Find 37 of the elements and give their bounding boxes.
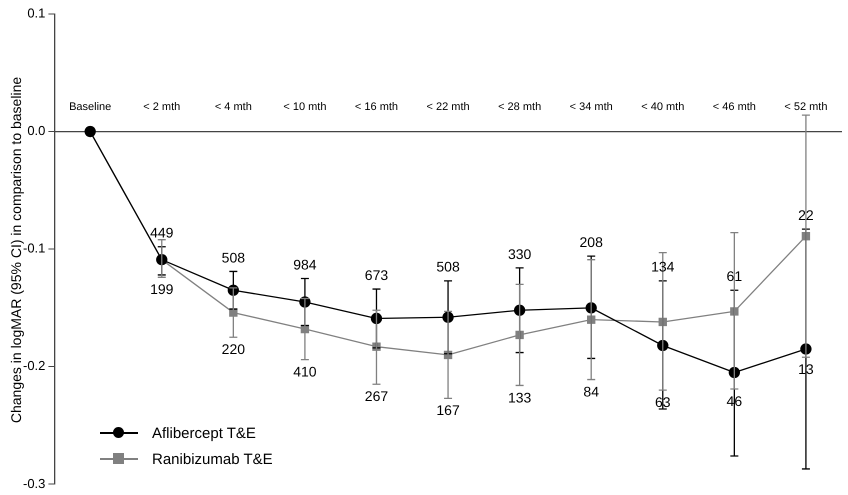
annotation: 410 bbox=[293, 363, 317, 380]
y-axis-title: Changes in logMAR (95% CI) in comparison to baseline bbox=[8, 76, 24, 424]
annotation: 167 bbox=[436, 402, 460, 418]
annotation: 673 bbox=[364, 266, 388, 283]
x-tick-label: < 16 mth bbox=[354, 101, 398, 114]
y-tick-label: 0.1 bbox=[27, 6, 46, 21]
annotation: 220 bbox=[222, 341, 246, 358]
annotation: 61 bbox=[726, 268, 742, 284]
annotation: 330 bbox=[508, 246, 532, 262]
y-tick-label: -0.1 bbox=[22, 240, 46, 256]
annotation: 449 bbox=[150, 224, 174, 241]
point bbox=[802, 232, 810, 240]
annotation: 267 bbox=[364, 388, 388, 404]
x-tick-label: < 28 mth bbox=[498, 101, 542, 114]
y-tick-label: -0.2 bbox=[22, 358, 46, 374]
annotation: 208 bbox=[580, 234, 604, 250]
legend-label: Aflibercept T&E bbox=[152, 424, 256, 442]
x-tick-label: < 2 mth bbox=[143, 101, 180, 114]
x-tick-label: < 46 mth bbox=[712, 101, 756, 114]
x-tick-label: < 4 mth bbox=[214, 101, 252, 114]
y-tick-label: -0.3 bbox=[22, 476, 46, 491]
annotation: 984 bbox=[293, 256, 317, 272]
annotation: 133 bbox=[508, 389, 532, 406]
x-tick-label: < 34 mth bbox=[570, 101, 613, 114]
y-tick-label: 0.0 bbox=[27, 123, 46, 138]
x-tick-label: < 10 mth bbox=[283, 101, 326, 114]
annotation: 508 bbox=[222, 249, 246, 266]
annotation: 22 bbox=[798, 206, 814, 223]
annotation: 199 bbox=[150, 281, 174, 298]
annotation: 84 bbox=[583, 383, 600, 400]
annotation: 508 bbox=[436, 258, 460, 275]
x-tick-label: < 52 mth bbox=[784, 101, 828, 114]
x-tick-label: < 22 mth bbox=[426, 101, 470, 114]
x-tick-label: < 40 mth bbox=[641, 101, 684, 114]
x-tick-label: Baseline bbox=[69, 101, 112, 114]
annotation: 134 bbox=[651, 258, 675, 275]
legend-label: Ranibizumab T&E bbox=[152, 450, 273, 468]
